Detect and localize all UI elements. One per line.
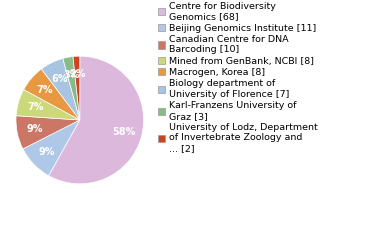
Wedge shape	[23, 120, 80, 176]
Text: 2%: 2%	[69, 69, 86, 79]
Text: 58%: 58%	[112, 126, 136, 137]
Wedge shape	[41, 59, 80, 120]
Text: 3%: 3%	[63, 70, 79, 80]
Text: 9%: 9%	[27, 124, 43, 134]
Wedge shape	[49, 56, 144, 184]
Wedge shape	[73, 56, 80, 120]
Wedge shape	[16, 90, 80, 120]
Text: 6%: 6%	[51, 74, 68, 84]
Text: 9%: 9%	[38, 147, 55, 157]
Legend: Centre for Biodiversity
Genomics [68], Beijing Genomics Institute [11], Canadian: Centre for Biodiversity Genomics [68], B…	[156, 0, 320, 155]
Text: 7%: 7%	[27, 102, 44, 112]
Wedge shape	[24, 69, 80, 120]
Text: 7%: 7%	[37, 85, 53, 95]
Wedge shape	[63, 57, 80, 120]
Wedge shape	[16, 116, 80, 149]
